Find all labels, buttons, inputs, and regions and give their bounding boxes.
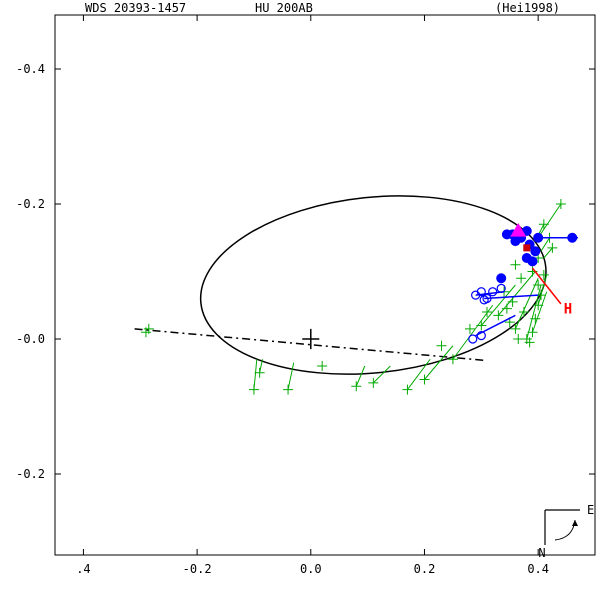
compass-n-label: N	[538, 546, 545, 560]
compass-e-label: E	[587, 503, 594, 517]
x-tick-label: .4	[76, 562, 90, 576]
title-center: HU 200AB	[255, 1, 313, 15]
blue-filled-marker	[533, 233, 543, 243]
green-residual	[544, 248, 553, 258]
blue-open-marker	[489, 288, 497, 296]
green-residual	[538, 204, 561, 238]
compass-arrow	[572, 520, 578, 526]
blue-filled-marker	[510, 236, 520, 246]
green-residual	[532, 292, 546, 333]
x-tick-label: -0.2	[183, 562, 212, 576]
y-tick-label: -0.4	[16, 62, 45, 76]
y-tick-label: -0.2	[16, 197, 45, 211]
blue-filled-marker	[522, 253, 532, 263]
blue-filled-marker	[530, 246, 540, 256]
green-residual	[424, 346, 452, 380]
blue-filled-marker	[502, 229, 512, 239]
blue-filled-marker	[496, 273, 506, 283]
plot-border	[55, 15, 595, 555]
title-right: (Hei1998)	[495, 1, 560, 15]
green-residual	[288, 363, 294, 390]
x-tick-label: 0.4	[527, 562, 549, 576]
compass-arc	[555, 520, 575, 540]
title-left: WDS 20393-1457	[85, 1, 186, 15]
green-residual	[373, 366, 390, 383]
blue-open-marker	[469, 335, 477, 343]
y-tick-label: -0.2	[16, 467, 45, 481]
green-residual	[407, 359, 430, 389]
blue-filled-marker	[567, 233, 577, 243]
h-label: H	[564, 302, 572, 318]
green-residual	[356, 366, 365, 386]
blue-open-marker	[480, 296, 488, 304]
x-tick-label: 0.2	[414, 562, 436, 576]
orbit-chart: WDS 20393-1457 HU 200AB (Hei1998) .4 -0.2 0.0…	[0, 0, 600, 600]
y-tick-label: -0.0	[16, 332, 45, 346]
x-tick-label: 0.0	[300, 562, 322, 576]
red-square-marker	[523, 244, 530, 251]
chart-svg: WDS 20393-1457 HU 200AB (Hei1998) .4 -0.2 0.0…	[0, 0, 600, 600]
